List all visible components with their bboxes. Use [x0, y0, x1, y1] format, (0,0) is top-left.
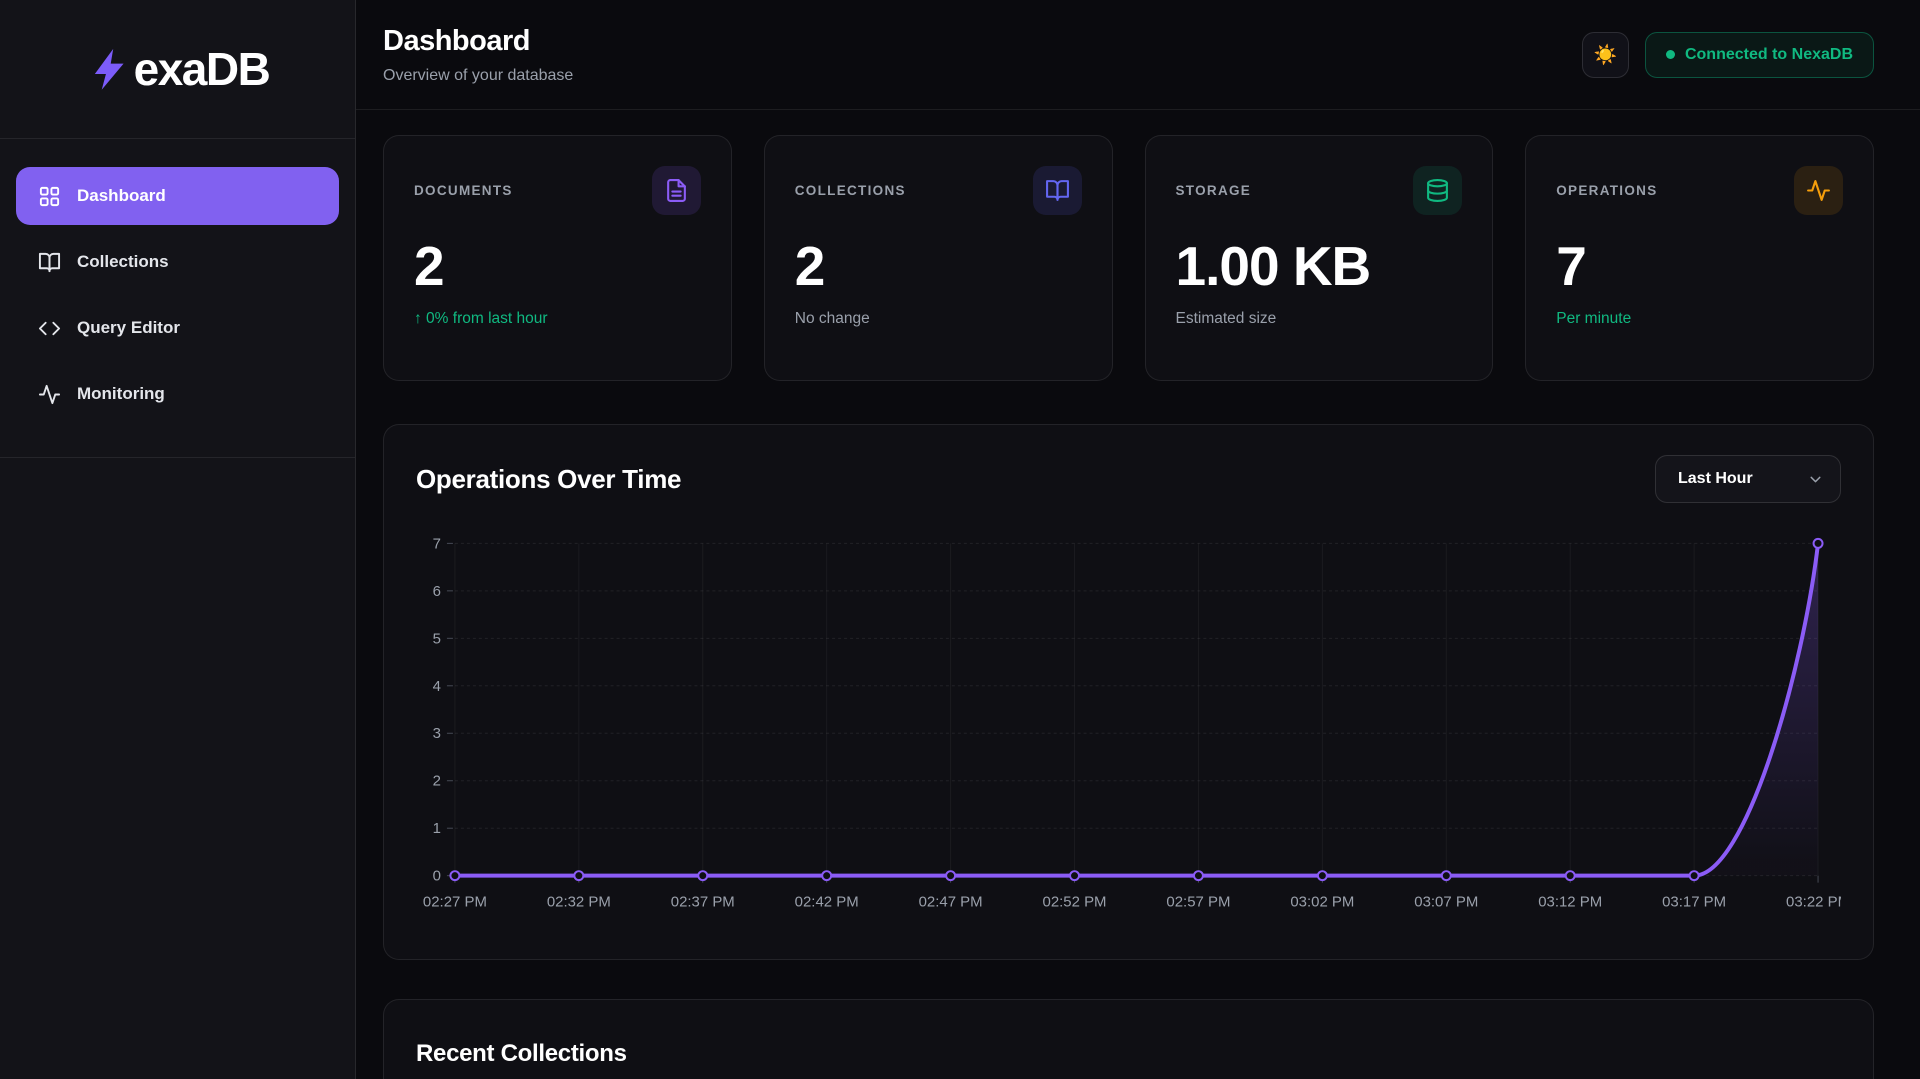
app-logo: exaDB [0, 0, 355, 139]
file-text-icon [666, 179, 686, 203]
recent-collections-title: Recent Collections [416, 1040, 627, 1068]
theme-toggle-button[interactable]: ☀️ [1581, 31, 1629, 78]
stat-value: 7 [1556, 235, 1587, 298]
chart-data-point [821, 870, 833, 882]
svg-text:7: 7 [433, 536, 441, 553]
stat-label: COLLECTIONS [794, 183, 906, 199]
chevron-down-icon [1810, 476, 1821, 483]
chart-title: Operations Over Time [416, 463, 682, 494]
stat-subtext: No change [794, 310, 870, 328]
activity-icon [1807, 180, 1830, 202]
stat-card-documents: DOCUMENTS 2 ↑ 0% from last hour [383, 135, 732, 382]
svg-text:02:52 PM: 02:52 PM [1043, 894, 1107, 911]
connection-status-label: Connected to NexaDB [1684, 45, 1853, 63]
chart-data-point [1069, 870, 1081, 882]
svg-text:02:27 PM: 02:27 PM [423, 894, 487, 911]
stat-subtext: ↑ 0% from last hour [414, 310, 548, 328]
svg-text:0: 0 [433, 868, 441, 885]
sidebar-nav: Dashboard Collections Query Editor Monit… [0, 139, 355, 458]
svg-text:03:17 PM: 03:17 PM [1662, 894, 1726, 911]
sun-icon: ☀️ [1593, 44, 1618, 66]
svg-text:1: 1 [433, 820, 441, 837]
stat-icon-chip [651, 166, 701, 216]
stat-icon-chip [1032, 166, 1082, 216]
chart-data-point [1440, 870, 1452, 882]
stat-card-storage: STORAGE 1.00 KB Estimated size [1144, 135, 1494, 382]
svg-text:02:32 PM: 02:32 PM [547, 894, 611, 911]
content: DOCUMENTS 2 ↑ 0% from last hour COLLECTI… [356, 110, 1920, 1079]
svg-text:3: 3 [433, 726, 441, 743]
book-open-icon [1045, 180, 1069, 202]
svg-text:6: 6 [433, 583, 441, 600]
svg-text:02:37 PM: 02:37 PM [671, 894, 735, 911]
sidebar-item-dashboard[interactable]: Dashboard [16, 167, 339, 225]
svg-text:03:02 PM: 03:02 PM [1290, 894, 1354, 911]
chart-data-point [573, 870, 585, 882]
status-dot-icon [1665, 50, 1675, 60]
operations-line-chart: 0 1 2 3 4 5 6 7 02:27 PM 02:32 PM 02:37 PM 02:42 PM… [423, 536, 1850, 911]
stat-label: STORAGE [1175, 183, 1252, 199]
svg-text:03:22 PM: 03:22 PM [1786, 894, 1841, 911]
stat-label: DOCUMENTS [414, 183, 513, 199]
app-logo-text: exaDB [133, 43, 271, 95]
recent-collections-card: Recent Collections [383, 999, 1874, 1079]
chart-data-point [697, 870, 709, 882]
activity-icon [38, 384, 61, 404]
svg-text:03:07 PM: 03:07 PM [1414, 894, 1478, 911]
svg-text:4: 4 [433, 678, 441, 695]
chart-data-point [1564, 870, 1576, 882]
code-icon [38, 321, 61, 335]
chart-data-point [1316, 870, 1328, 882]
svg-text:02:57 PM: 02:57 PM [1166, 894, 1230, 911]
stat-card-collections: COLLECTIONS 2 No change [763, 135, 1113, 382]
chart-data-point [1812, 538, 1824, 550]
stat-icon-chip [1794, 166, 1843, 216]
stat-value: 2 [794, 235, 826, 298]
stat-subtext: Per minute [1556, 310, 1632, 328]
time-range-select[interactable]: Last Hour [1655, 455, 1841, 504]
sidebar-item-collections[interactable]: Collections [16, 233, 339, 291]
database-icon [1427, 179, 1449, 203]
chart-data-point [1192, 870, 1204, 882]
svg-text:02:42 PM: 02:42 PM [795, 894, 859, 911]
stat-label: OPERATIONS [1556, 183, 1658, 199]
grid-icon [39, 186, 60, 206]
connection-status-badge[interactable]: Connected to NexaDB [1644, 31, 1874, 78]
page-subtitle: Overview of your database [383, 66, 574, 84]
svg-text:02:47 PM: 02:47 PM [919, 894, 983, 911]
time-range-value: Last Hour [1678, 470, 1753, 488]
page-header: Dashboard Overview of your database ☀️ C… [356, 0, 1920, 111]
book-open-icon [38, 252, 61, 272]
main-area: Dashboard Overview of your database ☀️ C… [356, 0, 1920, 1079]
chart-data-point [449, 870, 461, 882]
stat-card-operations: OPERATIONS 7 Per minute [1525, 135, 1874, 382]
svg-text:03:12 PM: 03:12 PM [1538, 894, 1602, 911]
svg-text:5: 5 [433, 631, 441, 648]
svg-text:2: 2 [433, 773, 441, 790]
stat-subtext: Estimated size [1175, 310, 1277, 328]
lightning-bolt-icon [94, 48, 124, 90]
stat-icon-chip [1413, 166, 1463, 216]
sidebar: exaDB Dashboard Collections Query Editor… [0, 0, 356, 1079]
stats-grid: DOCUMENTS 2 ↑ 0% from last hour COLLECTI… [383, 135, 1874, 382]
sidebar-item-monitoring[interactable]: Monitoring [16, 365, 339, 423]
stat-value: 2 [414, 235, 445, 298]
stat-value: 1.00 KB [1175, 235, 1372, 298]
chart-data-point [945, 870, 957, 882]
chart-data-point [1688, 870, 1700, 882]
sidebar-item-query-editor[interactable]: Query Editor [16, 299, 339, 357]
page-title: Dashboard [383, 24, 530, 57]
